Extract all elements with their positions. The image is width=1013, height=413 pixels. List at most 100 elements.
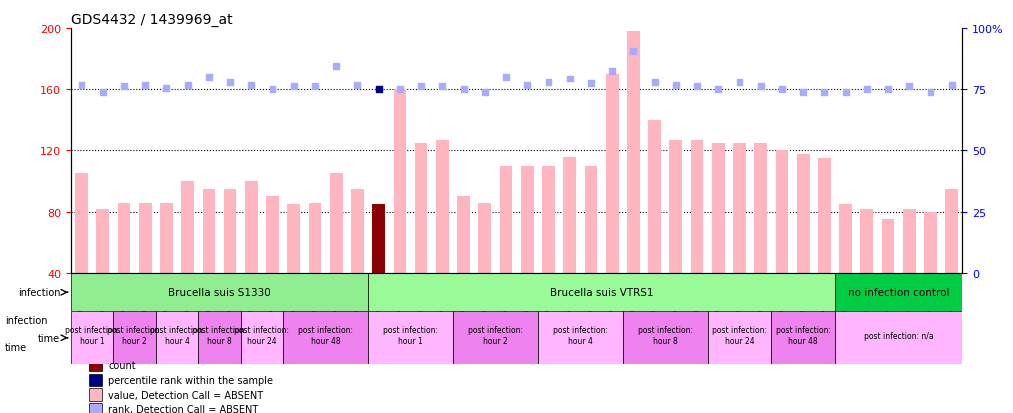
Point bbox=[158, 85, 174, 92]
Bar bbox=[924, 212, 937, 335]
Text: post infection:
hour 4: post infection: hour 4 bbox=[150, 325, 205, 345]
Bar bbox=[288, 204, 300, 335]
Point bbox=[753, 84, 769, 90]
Bar bbox=[118, 203, 131, 335]
Text: post infection:
hour 24: post infection: hour 24 bbox=[712, 325, 767, 345]
Point bbox=[115, 84, 132, 90]
Point bbox=[710, 87, 726, 93]
Point bbox=[371, 87, 387, 93]
FancyBboxPatch shape bbox=[623, 312, 708, 364]
FancyBboxPatch shape bbox=[113, 312, 156, 364]
Bar bbox=[96, 209, 109, 335]
Bar bbox=[330, 174, 342, 335]
Text: post infection:
hour 24: post infection: hour 24 bbox=[234, 325, 290, 345]
Point bbox=[286, 84, 302, 90]
Point bbox=[540, 79, 556, 85]
FancyBboxPatch shape bbox=[71, 273, 368, 312]
Bar bbox=[457, 197, 470, 335]
Bar bbox=[755, 143, 767, 335]
Text: percentile rank within the sample: percentile rank within the sample bbox=[108, 375, 274, 385]
Text: count: count bbox=[108, 361, 136, 370]
FancyBboxPatch shape bbox=[835, 312, 962, 364]
Bar bbox=[352, 189, 364, 335]
Point bbox=[179, 82, 196, 89]
Bar bbox=[670, 140, 682, 335]
Point bbox=[625, 48, 641, 55]
FancyBboxPatch shape bbox=[538, 312, 623, 364]
Bar bbox=[712, 143, 724, 335]
Bar bbox=[903, 209, 916, 335]
Point bbox=[222, 79, 238, 85]
Text: no infection control: no infection control bbox=[848, 287, 949, 297]
Bar bbox=[585, 166, 598, 335]
Bar bbox=[89, 359, 102, 371]
Bar bbox=[478, 203, 491, 335]
Point bbox=[902, 84, 918, 90]
Bar bbox=[819, 159, 831, 335]
Point bbox=[944, 82, 960, 89]
FancyBboxPatch shape bbox=[771, 312, 835, 364]
Bar bbox=[75, 174, 88, 335]
Bar bbox=[89, 374, 102, 386]
Bar bbox=[606, 75, 619, 335]
Bar bbox=[797, 154, 809, 335]
Point bbox=[243, 82, 259, 89]
Bar bbox=[860, 209, 873, 335]
Point bbox=[477, 90, 493, 96]
Bar bbox=[309, 203, 321, 335]
Point bbox=[201, 74, 217, 81]
Bar bbox=[224, 189, 236, 335]
Point bbox=[859, 87, 875, 93]
Point bbox=[392, 87, 408, 93]
Text: time: time bbox=[38, 333, 61, 343]
Bar bbox=[139, 203, 152, 335]
Point bbox=[137, 82, 153, 89]
Bar bbox=[181, 182, 194, 335]
Bar bbox=[414, 143, 427, 335]
Point bbox=[456, 87, 472, 93]
Bar bbox=[160, 203, 173, 335]
Bar bbox=[89, 403, 102, 413]
Text: post infection:
hour 48: post infection: hour 48 bbox=[298, 325, 354, 345]
Text: infection: infection bbox=[5, 315, 48, 325]
Bar bbox=[203, 189, 215, 335]
Point bbox=[774, 87, 790, 93]
Point bbox=[73, 82, 89, 89]
Point bbox=[264, 87, 281, 93]
Bar bbox=[563, 157, 576, 335]
FancyBboxPatch shape bbox=[284, 312, 368, 364]
Bar bbox=[499, 166, 513, 335]
Text: post infection: n/a: post infection: n/a bbox=[864, 331, 934, 340]
Point bbox=[561, 76, 577, 83]
FancyBboxPatch shape bbox=[241, 312, 284, 364]
Bar bbox=[521, 166, 534, 335]
Text: rank, Detection Call = ABSENT: rank, Detection Call = ABSENT bbox=[108, 404, 258, 413]
Bar bbox=[89, 389, 102, 401]
FancyBboxPatch shape bbox=[708, 312, 771, 364]
Point bbox=[731, 79, 748, 85]
Text: post infection:
hour 2: post infection: hour 2 bbox=[468, 325, 523, 345]
Point bbox=[604, 69, 620, 75]
FancyBboxPatch shape bbox=[156, 312, 199, 364]
Bar bbox=[542, 166, 555, 335]
FancyBboxPatch shape bbox=[835, 273, 962, 312]
FancyBboxPatch shape bbox=[453, 312, 538, 364]
Bar bbox=[691, 140, 703, 335]
Bar bbox=[776, 151, 788, 335]
Text: value, Detection Call = ABSENT: value, Detection Call = ABSENT bbox=[108, 390, 263, 400]
Point bbox=[519, 82, 535, 89]
Text: post infection:
hour 8: post infection: hour 8 bbox=[638, 325, 693, 345]
Bar bbox=[839, 204, 852, 335]
Point bbox=[880, 87, 897, 93]
Text: post infection:
hour 1: post infection: hour 1 bbox=[383, 325, 438, 345]
Point bbox=[689, 84, 705, 90]
Text: Brucella suis VTRS1: Brucella suis VTRS1 bbox=[550, 287, 653, 297]
Point bbox=[435, 84, 451, 90]
Point bbox=[795, 90, 811, 96]
Point bbox=[816, 90, 833, 96]
Point bbox=[838, 90, 854, 96]
Bar bbox=[945, 189, 958, 335]
Text: post infection:
hour 8: post infection: hour 8 bbox=[192, 325, 247, 345]
Point bbox=[498, 74, 515, 81]
FancyBboxPatch shape bbox=[199, 312, 241, 364]
